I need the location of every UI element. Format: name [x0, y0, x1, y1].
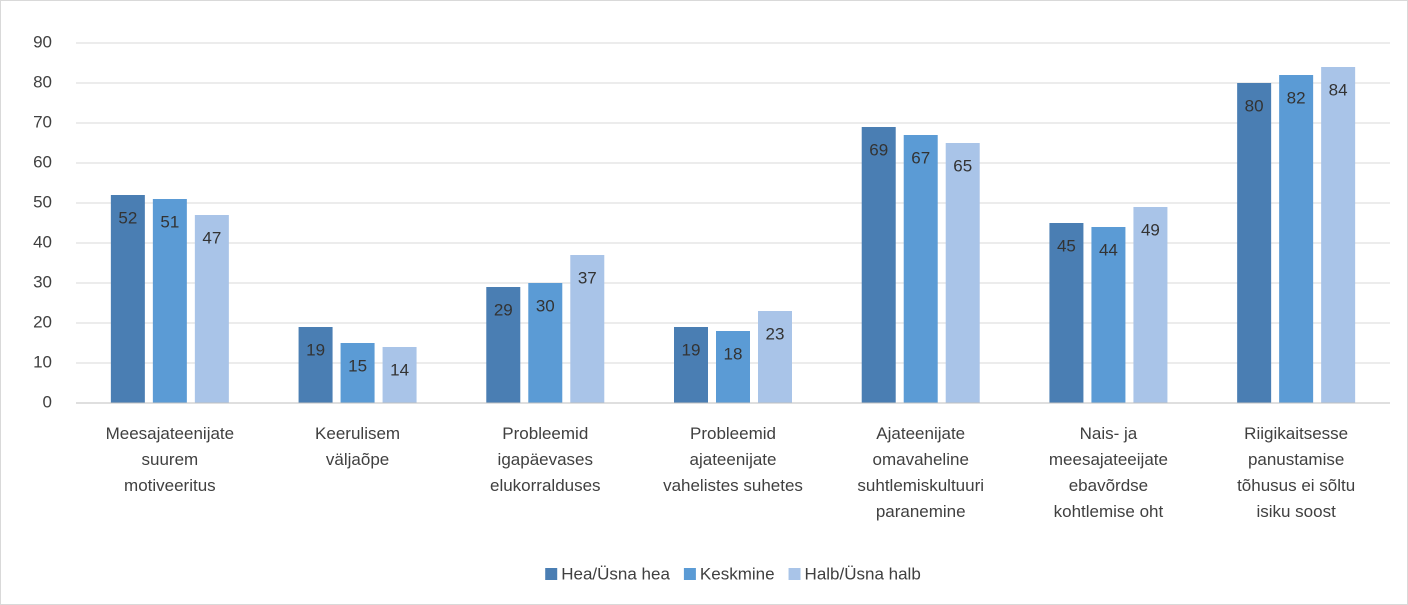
y-tick-label: 30	[33, 272, 52, 291]
legend-swatch	[545, 568, 558, 580]
data-label: 19	[682, 340, 701, 359]
data-label: 30	[536, 296, 555, 315]
legend-item: Halb/Üsna halb	[788, 564, 921, 583]
legend-swatch	[788, 568, 801, 580]
data-label: 15	[348, 356, 367, 375]
bar	[674, 327, 708, 403]
y-tick-label: 80	[33, 72, 52, 91]
bar	[382, 347, 417, 403]
y-tick-label: 50	[33, 192, 52, 211]
x-tick-label: Meesajateenijate suurem motiveeritus	[106, 424, 235, 495]
data-label: 82	[1287, 88, 1306, 107]
bar	[110, 195, 145, 403]
bar	[716, 331, 750, 403]
bar	[570, 255, 605, 403]
data-label: 44	[1099, 240, 1118, 259]
data-label: 45	[1057, 236, 1076, 255]
x-tick-label: Nais- ja meesajateeijate ebavõrdse kohtlemi…	[1049, 424, 1168, 521]
y-tick-label: 0	[43, 392, 52, 411]
data-label: 29	[494, 300, 513, 319]
bar	[861, 127, 896, 403]
y-tick-label: 20	[33, 312, 52, 331]
data-label: 49	[1141, 220, 1160, 239]
y-tick-label: 90	[33, 32, 52, 51]
bar	[758, 311, 792, 403]
legend-label: Keskmine	[700, 564, 775, 583]
data-label: 52	[118, 208, 137, 227]
data-label: 47	[202, 228, 221, 247]
legend-label: Halb/Üsna halb	[805, 564, 921, 583]
legend-label: Hea/Üsna hea	[561, 564, 670, 583]
bar	[194, 215, 229, 403]
bar	[1133, 207, 1168, 403]
y-tick-label: 70	[33, 112, 52, 131]
bar	[486, 287, 521, 403]
data-label: 18	[724, 344, 743, 363]
bar	[1049, 223, 1084, 403]
bar	[1091, 227, 1126, 403]
legend-item: Keskmine	[683, 564, 775, 583]
data-label: 23	[766, 324, 785, 343]
y-tick-label: 60	[33, 152, 52, 171]
bar	[1321, 67, 1356, 403]
data-label: 14	[390, 360, 409, 379]
x-tick-label: Keerulisem väljaõpe	[315, 424, 400, 469]
bar	[340, 343, 375, 403]
data-label: 67	[911, 148, 930, 167]
x-tick-label: Probleemid igapäevases elukorralduses	[490, 424, 601, 495]
data-label: 19	[306, 340, 325, 359]
data-label: 84	[1329, 80, 1348, 99]
x-tick-label: Riigikaitsesse panustamise tõhusus ei sõlt…	[1237, 424, 1355, 521]
bar	[152, 199, 187, 403]
data-label: 37	[578, 268, 597, 287]
data-label: 65	[953, 156, 972, 175]
bar	[298, 327, 333, 403]
legend-item: Hea/Üsna hea	[545, 564, 670, 583]
legend-swatch	[683, 568, 696, 580]
y-tick-label: 10	[33, 352, 52, 371]
bar	[1237, 83, 1272, 403]
bar	[945, 143, 980, 403]
bar	[903, 135, 938, 403]
bar	[1279, 75, 1314, 403]
data-label: 80	[1245, 96, 1264, 115]
x-tick-label: Probleemid ajateenijate vahelistes suhetes	[663, 424, 803, 495]
data-label: 51	[160, 212, 179, 231]
data-label: 69	[869, 140, 888, 159]
y-tick-label: 40	[33, 232, 52, 251]
bar	[528, 283, 563, 403]
x-tick-label: Ajateenijate omavaheline suhtlemiskultuuri…	[857, 424, 984, 521]
